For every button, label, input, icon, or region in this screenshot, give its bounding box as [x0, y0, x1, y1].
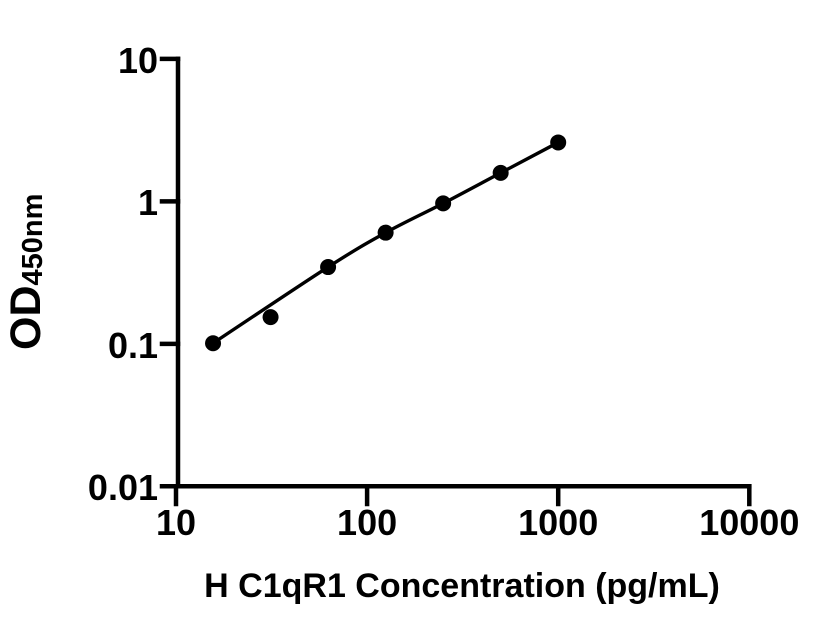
svg-text:0.1: 0.1 — [108, 325, 158, 366]
svg-text:10000: 10000 — [699, 502, 799, 543]
svg-text:OD450nm: OD450nm — [2, 194, 50, 350]
svg-text:10: 10 — [156, 502, 196, 543]
svg-text:10: 10 — [118, 40, 158, 81]
svg-text:100: 100 — [337, 502, 397, 543]
svg-text:H C1qR1 Concentration (pg/mL): H C1qR1 Concentration (pg/mL) — [204, 567, 720, 605]
svg-text:0.01: 0.01 — [88, 467, 158, 508]
svg-text:1000: 1000 — [518, 502, 598, 543]
svg-text:1: 1 — [138, 182, 158, 223]
